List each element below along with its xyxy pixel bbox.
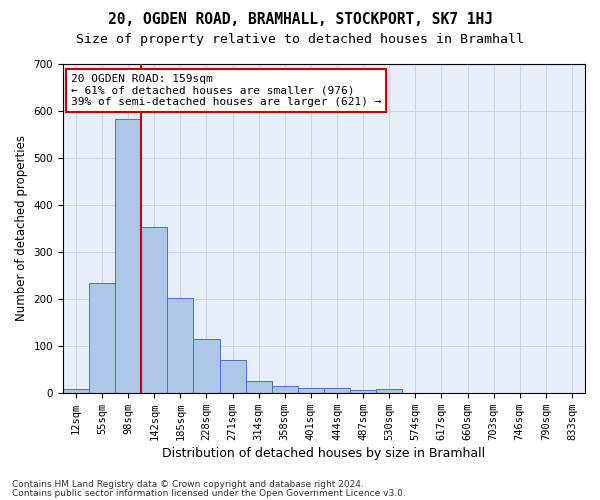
Bar — [220, 360, 245, 393]
Text: Contains public sector information licensed under the Open Government Licence v3: Contains public sector information licen… — [12, 488, 406, 498]
Bar — [63, 389, 89, 393]
Bar — [298, 388, 324, 393]
Bar — [324, 388, 350, 393]
Bar — [245, 381, 272, 393]
Text: Contains HM Land Registry data © Crown copyright and database right 2024.: Contains HM Land Registry data © Crown c… — [12, 480, 364, 489]
Bar — [376, 389, 402, 393]
Bar — [89, 283, 115, 393]
Bar — [193, 339, 220, 393]
Text: 20, OGDEN ROAD, BRAMHALL, STOCKPORT, SK7 1HJ: 20, OGDEN ROAD, BRAMHALL, STOCKPORT, SK7… — [107, 12, 493, 28]
Bar — [272, 386, 298, 393]
Text: 20 OGDEN ROAD: 159sqm
← 61% of detached houses are smaller (976)
39% of semi-det: 20 OGDEN ROAD: 159sqm ← 61% of detached … — [71, 74, 381, 107]
Bar — [167, 298, 193, 393]
Bar — [350, 390, 376, 393]
Bar — [115, 120, 141, 393]
Text: Size of property relative to detached houses in Bramhall: Size of property relative to detached ho… — [76, 32, 524, 46]
Bar — [141, 228, 167, 393]
X-axis label: Distribution of detached houses by size in Bramhall: Distribution of detached houses by size … — [163, 447, 485, 460]
Y-axis label: Number of detached properties: Number of detached properties — [15, 136, 28, 322]
